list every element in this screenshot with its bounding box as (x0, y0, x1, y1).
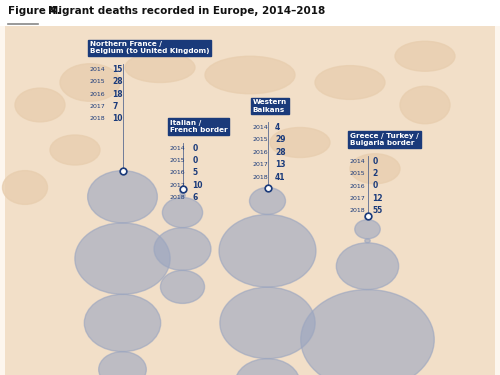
Text: 2018: 2018 (170, 195, 186, 200)
Circle shape (301, 290, 434, 375)
Text: 2017: 2017 (350, 196, 366, 201)
Text: 12: 12 (372, 194, 383, 203)
Text: 29: 29 (275, 135, 285, 144)
Ellipse shape (400, 86, 450, 124)
Ellipse shape (315, 66, 385, 99)
Ellipse shape (15, 88, 65, 122)
Text: 2014: 2014 (252, 125, 268, 130)
Ellipse shape (205, 56, 295, 94)
Text: 18: 18 (112, 90, 123, 99)
Ellipse shape (350, 154, 400, 184)
Circle shape (154, 228, 211, 270)
Circle shape (220, 287, 315, 358)
Text: 7: 7 (112, 102, 118, 111)
Ellipse shape (125, 53, 195, 82)
Text: 2015: 2015 (90, 79, 106, 84)
Text: 0: 0 (192, 156, 198, 165)
Text: 28: 28 (275, 148, 285, 157)
Text: 55: 55 (372, 206, 383, 215)
Text: Migrant deaths recorded in Europe, 2014–2018: Migrant deaths recorded in Europe, 2014–… (48, 6, 325, 16)
Circle shape (219, 214, 316, 287)
Text: Figure 4.: Figure 4. (8, 6, 60, 16)
Circle shape (162, 198, 202, 228)
Text: 2014: 2014 (90, 67, 106, 72)
Text: 2014: 2014 (350, 159, 366, 164)
Circle shape (235, 358, 300, 375)
Text: 2016: 2016 (252, 150, 268, 155)
Circle shape (98, 352, 146, 375)
Circle shape (365, 216, 370, 220)
Circle shape (180, 189, 185, 194)
Circle shape (160, 270, 204, 303)
Circle shape (88, 171, 158, 223)
Ellipse shape (60, 64, 120, 101)
Text: 28: 28 (112, 77, 123, 86)
Text: 2016: 2016 (170, 170, 186, 176)
Text: 2017: 2017 (252, 162, 268, 167)
FancyBboxPatch shape (0, 0, 500, 26)
Text: 2018: 2018 (350, 208, 366, 213)
Text: 2015: 2015 (170, 158, 186, 163)
Text: 10: 10 (112, 114, 123, 123)
FancyBboxPatch shape (5, 26, 495, 375)
Text: 5: 5 (192, 168, 198, 177)
Circle shape (336, 243, 398, 290)
Text: Western
Balkans: Western Balkans (252, 99, 287, 112)
Ellipse shape (395, 41, 455, 71)
Circle shape (75, 223, 170, 294)
Text: 2018: 2018 (252, 174, 268, 180)
Text: 15: 15 (112, 65, 123, 74)
Text: Greece / Turkey /
Bulgaria border: Greece / Turkey / Bulgaria border (350, 133, 419, 146)
Circle shape (180, 194, 185, 198)
Text: 41: 41 (275, 172, 285, 182)
Text: 2018: 2018 (90, 116, 106, 122)
Text: 6: 6 (192, 193, 198, 202)
Text: 10: 10 (192, 181, 203, 190)
Ellipse shape (270, 128, 330, 158)
Text: 2015: 2015 (252, 137, 268, 142)
Text: 2016: 2016 (350, 183, 366, 189)
Ellipse shape (2, 171, 48, 204)
Ellipse shape (50, 135, 100, 165)
Circle shape (84, 294, 160, 352)
Circle shape (365, 239, 370, 243)
Text: 2017: 2017 (90, 104, 106, 109)
Text: 2017: 2017 (170, 183, 186, 188)
Text: 4: 4 (275, 123, 280, 132)
Text: 2: 2 (372, 169, 378, 178)
Text: 13: 13 (275, 160, 285, 169)
Text: Northern France /
Belgium (to United Kingdom): Northern France / Belgium (to United Kin… (90, 41, 210, 54)
Text: 0: 0 (372, 157, 378, 166)
Circle shape (250, 188, 286, 214)
Text: 0: 0 (192, 144, 198, 153)
Circle shape (355, 220, 380, 239)
Text: 2015: 2015 (350, 171, 366, 176)
Text: 0: 0 (372, 182, 378, 190)
Text: 2016: 2016 (90, 92, 106, 97)
Text: Italian /
French border: Italian / French border (170, 120, 228, 133)
Text: 2014: 2014 (170, 146, 186, 151)
